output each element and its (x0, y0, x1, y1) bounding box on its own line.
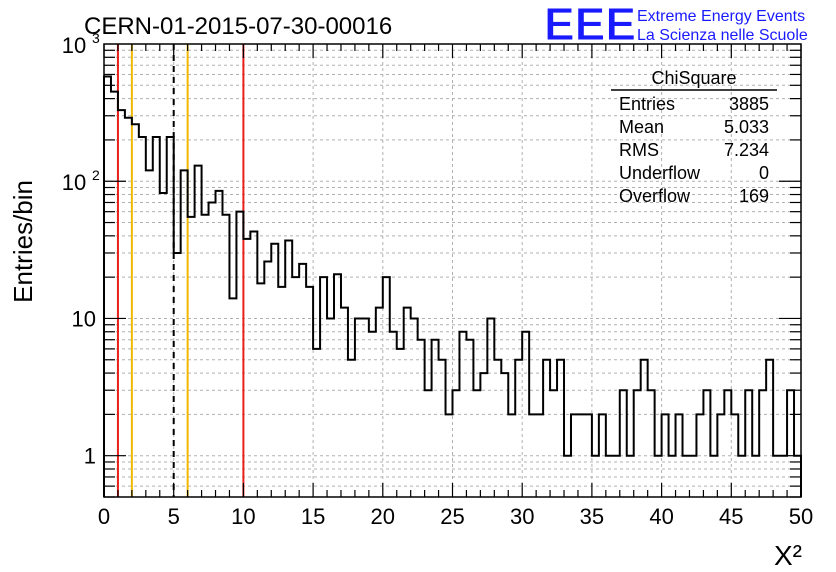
y-tick-label: 1 (84, 444, 96, 469)
y-tick-label: 10 (62, 33, 86, 58)
y-tick-label: 10 (72, 306, 96, 331)
x-tick-label: 5 (168, 504, 180, 529)
x-tick-label: 0 (98, 504, 110, 529)
y-tick-labels: 1 10 10 2 10 3 (62, 30, 100, 469)
y-tick-label-exponent: 2 (92, 167, 100, 183)
chart-title: CERN-01-2015-07-30-00016 (84, 13, 392, 40)
reference-lines (116, 44, 245, 497)
stats-row-value: 7.234 (724, 140, 769, 160)
x-tick-label: 40 (649, 504, 673, 529)
stats-row-label: RMS (619, 140, 659, 160)
y-tick-label-exponent: 3 (92, 30, 100, 46)
stats-row-value: 0 (759, 163, 769, 183)
axis-ticks (103, 44, 802, 498)
stats-title: ChiSquare (651, 68, 736, 88)
stats-row-value: 3885 (729, 94, 769, 114)
stats-box: ChiSquare Entries 3885 Mean 5.033 RMS 7.234 Un… (611, 68, 777, 206)
eee-logo-line1: Extreme Energy Events (637, 8, 805, 25)
x-tick-label: 25 (440, 504, 464, 529)
stats-rows: Entries 3885 Mean 5.033 RMS 7.234 Underflow 0 Ov… (619, 94, 769, 206)
y-tick-label: 10 (62, 170, 86, 195)
x-axis-label: X² (774, 540, 802, 571)
stats-row-label: Entries (619, 94, 675, 114)
x-tick-label: 50 (789, 504, 813, 529)
stats-row-value: 5.033 (724, 117, 769, 137)
stats-row-value: 169 (739, 186, 769, 206)
stats-row-label: Overflow (619, 186, 691, 206)
x-tick-label: 20 (371, 504, 395, 529)
x-tick-label: 15 (301, 504, 325, 529)
histogram-series (103, 75, 802, 497)
x-tick-label: 30 (510, 504, 534, 529)
stats-row-label: Underflow (619, 163, 701, 183)
x-tick-labels: 0 5 10 15 20 25 30 35 40 45 50 (98, 504, 813, 529)
x-tick-label: 10 (231, 504, 255, 529)
eee-logo: EEE Extreme Energy Events La Scienza nel… (544, 0, 808, 51)
x-tick-label: 45 (719, 504, 743, 529)
eee-logo-line2: La Scienza nelle Scuole (637, 27, 808, 44)
y-axis-label: Entries/bin (8, 180, 38, 303)
grid (104, 44, 801, 497)
eee-logo-text: EEE (544, 0, 636, 50)
stats-row-label: Mean (619, 117, 664, 137)
x-tick-label: 35 (580, 504, 604, 529)
